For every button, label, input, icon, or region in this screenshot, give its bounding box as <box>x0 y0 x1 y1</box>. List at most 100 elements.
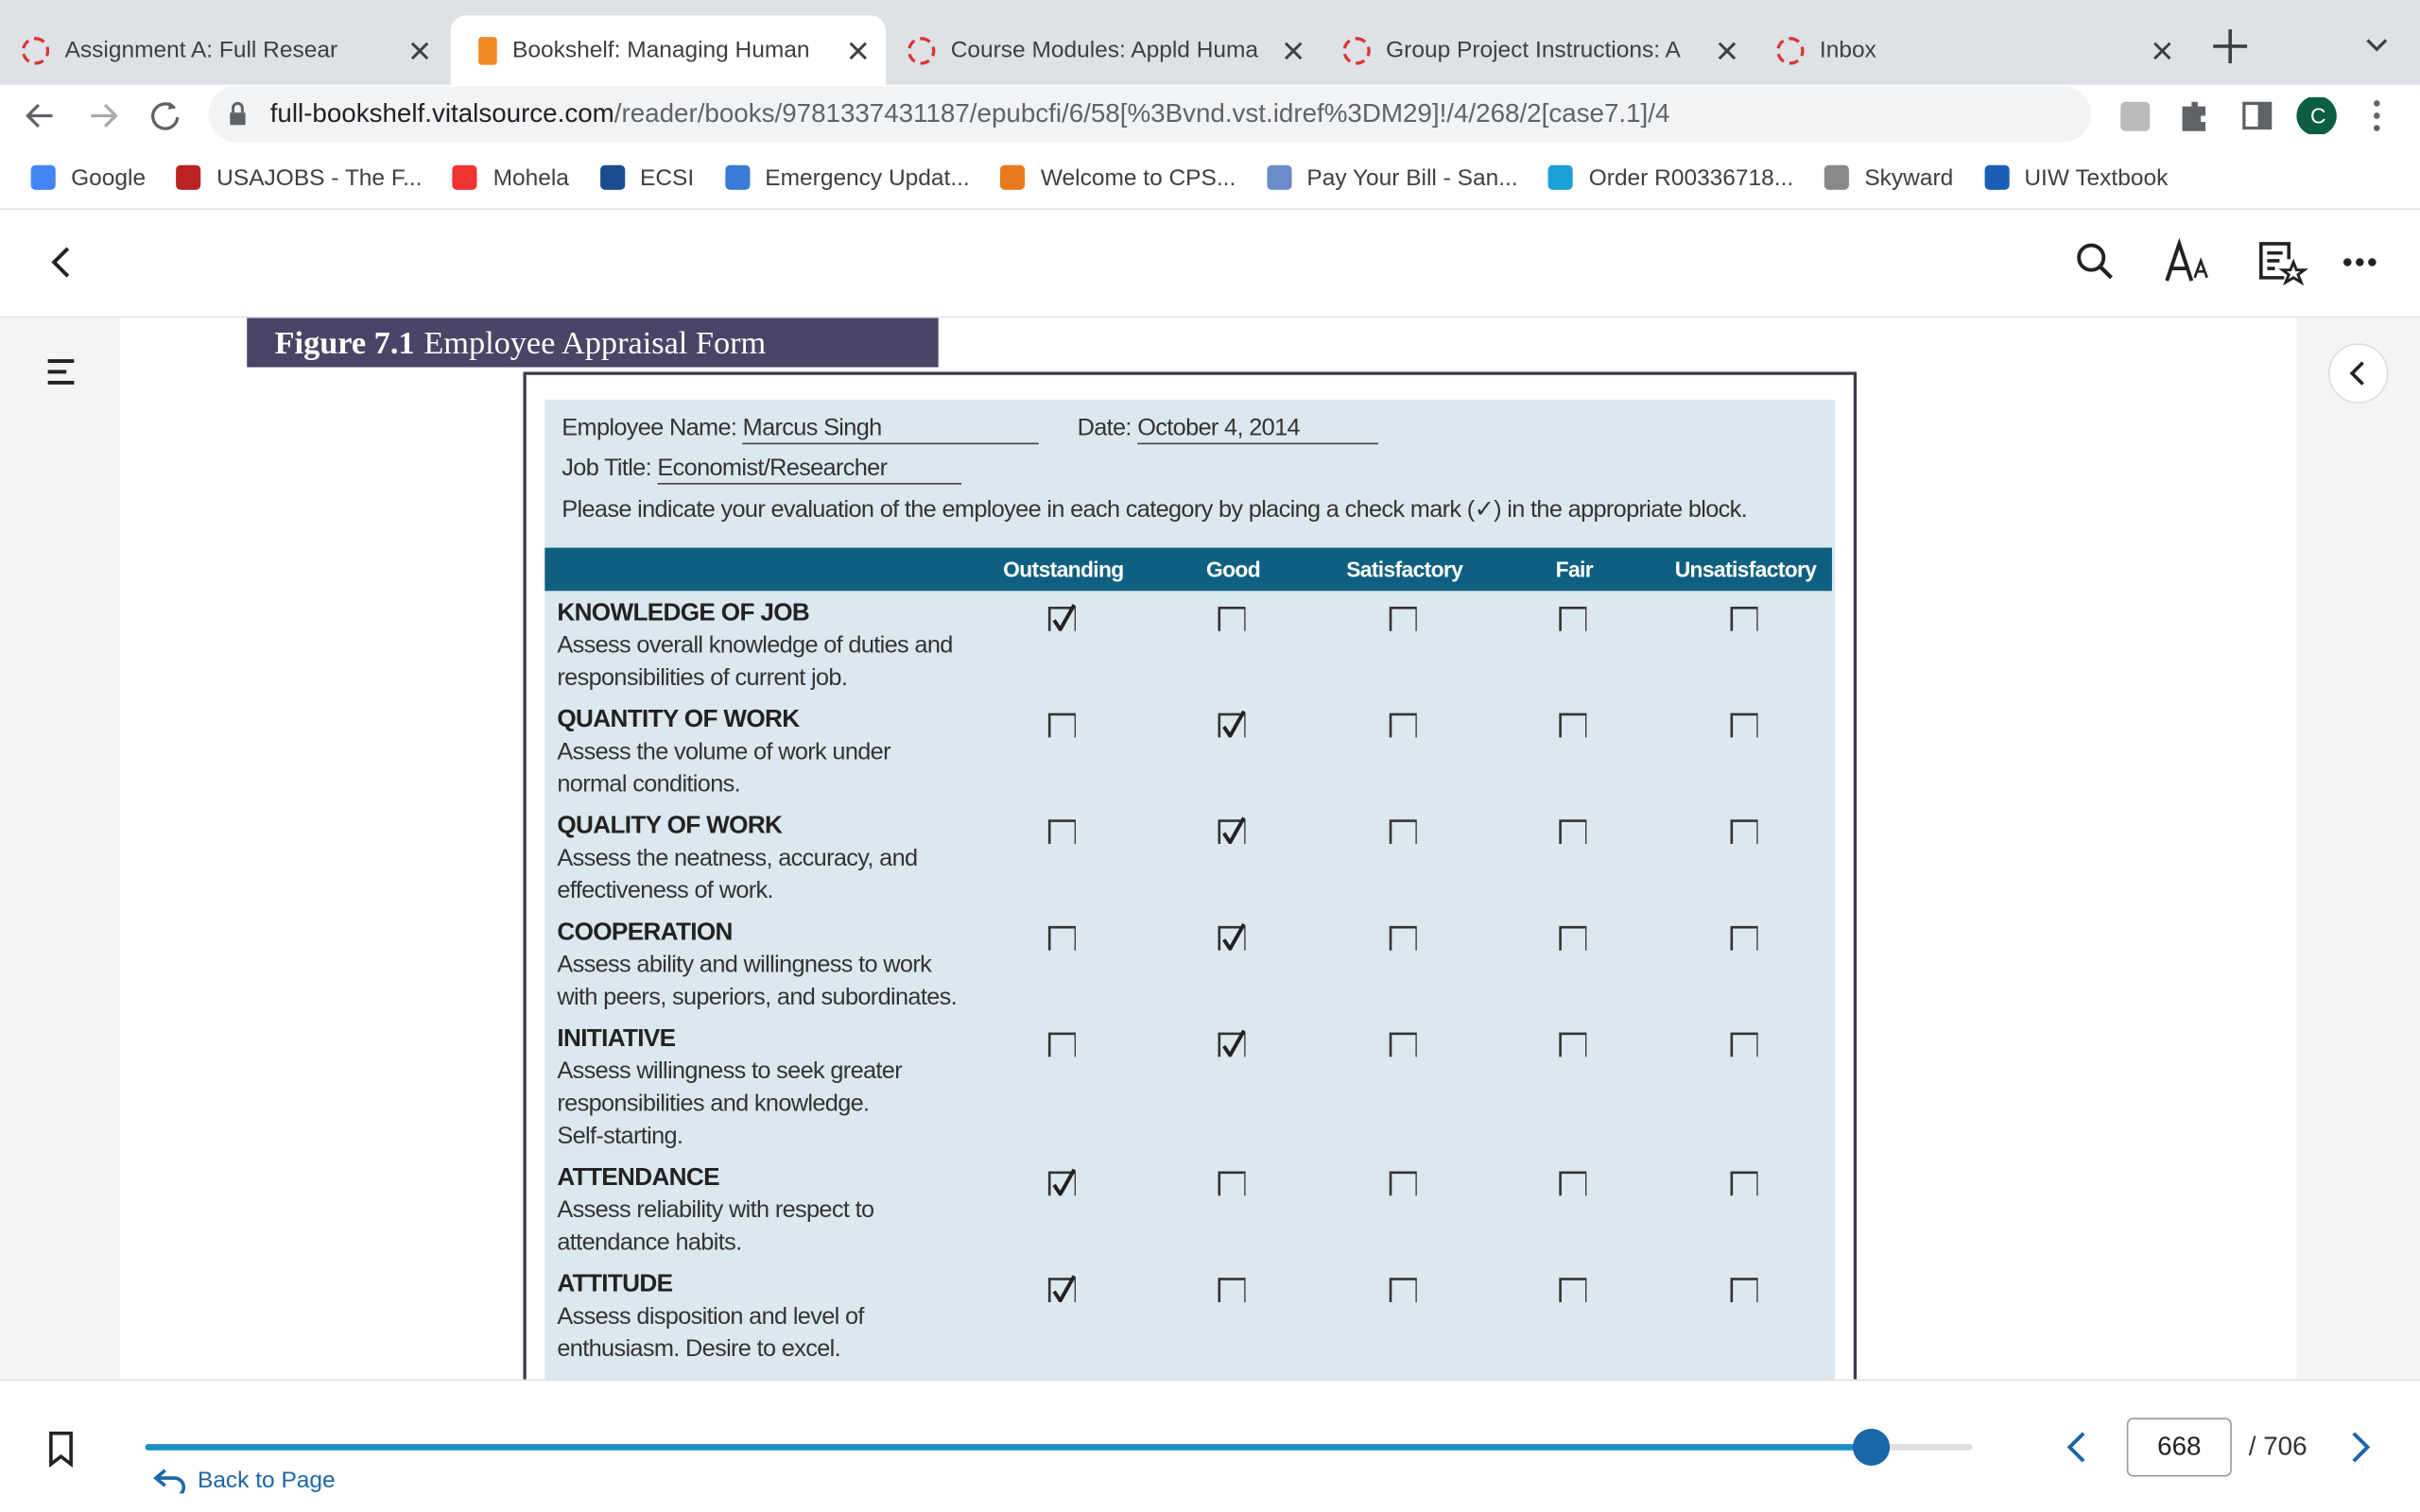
profile-initial: C <box>2309 103 2326 129</box>
checkbox-box <box>1218 713 1246 738</box>
checkbox <box>1218 710 1246 738</box>
checkbox-box <box>1559 819 1587 845</box>
tab[interactable]: Course Modules: Appld Huma <box>886 15 1321 84</box>
bookmark-button[interactable] <box>46 1430 78 1468</box>
checkbox <box>1047 713 1076 738</box>
book-page: Figure 7.1 Employee Appraisal Form Employ… <box>120 318 2297 1380</box>
tab-close[interactable] <box>1284 41 1303 60</box>
checkbox <box>1218 1029 1246 1057</box>
appraisal-row: QUANTITY OF WORK Assess the volume of wor… <box>557 703 1832 800</box>
bookmark-icon <box>453 164 478 190</box>
tab[interactable]: Bookshelf: Managing Human <box>450 15 887 85</box>
checkbox-box <box>1559 1278 1587 1302</box>
checkbox-box <box>1218 1171 1246 1196</box>
bookmark[interactable]: USAJOBS - The F... <box>176 163 423 191</box>
bookmark-icon <box>176 164 201 190</box>
appraisal-row: KNOWLEDGE OF JOB Assess overall knowledge… <box>557 597 1832 695</box>
figure-title: Figure 7.1 Employee Appraisal Form <box>247 318 939 368</box>
criterion-name: INITIATIVE <box>557 1025 676 1053</box>
column-header: Fair <box>1555 557 1594 582</box>
tab-title: Assignment A: Full Resear <box>64 37 338 63</box>
url-bar[interactable]: full-bookshelf.vitalsource.com/reader/bo… <box>208 86 2092 143</box>
new-tab <box>2213 29 2248 63</box>
tab[interactable]: Inbox <box>1754 15 2189 84</box>
page-input[interactable]: 668 <box>2126 1418 2232 1477</box>
tab-icon <box>21 36 50 64</box>
checkbox <box>1218 606 1246 631</box>
bookmark[interactable]: ECSI <box>599 163 695 191</box>
checkbox <box>1730 1032 1758 1057</box>
checkbox-box <box>1559 713 1587 738</box>
check-mark <box>1222 710 1246 738</box>
next-page[interactable] <box>2342 1427 2379 1467</box>
tab-title: Bookshelf: Managing Human <box>512 37 810 63</box>
checkbox <box>1559 819 1587 845</box>
field-value: October 4, 2014 <box>1137 415 1378 445</box>
bookmark-icon <box>1983 164 2010 190</box>
bookmark-label: USAJOBS - The F... <box>216 163 423 191</box>
checkbox <box>1559 1032 1587 1057</box>
bookmark[interactable]: Emergency Updat... <box>724 164 970 191</box>
bookmark[interactable]: UIW Textbook <box>1983 163 2169 191</box>
checkbox <box>1389 1171 1417 1196</box>
checkbox <box>1047 1275 1076 1302</box>
back-to-page[interactable]: Back to Page <box>151 1466 336 1494</box>
bookmark-label: ECSI <box>640 163 695 191</box>
nav-buttons[interactable] <box>22 97 192 134</box>
bookmark[interactable]: Pay Your Bill - San... <box>1266 164 1518 191</box>
criterion-description: Assess the volume of work under <box>557 739 890 765</box>
checkbox-box <box>1047 713 1076 738</box>
close-icon <box>410 41 429 60</box>
checkbox-box <box>1047 606 1076 631</box>
checkbox <box>1389 1278 1417 1302</box>
bookmark-label: UIW Textbook <box>2024 163 2169 191</box>
bookmarks-bar: Google USAJOBS - The F... Mohela ECSI Emerge… <box>0 146 2420 211</box>
tab[interactable]: Group Project Instructions: A <box>1322 15 1755 84</box>
tab-close[interactable] <box>2153 41 2172 60</box>
bookmark[interactable]: Skyward <box>1824 164 1953 191</box>
tab-title: Inbox <box>1819 37 1876 63</box>
checkbox <box>1218 1278 1246 1302</box>
bookmark-label: Skyward <box>1864 163 1954 191</box>
close-icon <box>1284 41 1303 60</box>
tab-close[interactable] <box>1718 41 1737 60</box>
tab-close[interactable] <box>849 41 868 60</box>
back-button[interactable] <box>43 244 80 281</box>
bookmark[interactable]: Welcome to CPS... <box>1000 164 1236 191</box>
field-label: Job Title: <box>562 455 652 482</box>
appraisal-row: ATTITUDE Assess disposition and level of e… <box>557 1268 1832 1366</box>
checkbox-box <box>1559 925 1587 951</box>
bookmark[interactable]: Order R00336718... <box>1548 164 1793 191</box>
checkbox-box <box>1218 819 1246 845</box>
tab[interactable]: Assignment A: Full Resear <box>0 15 447 84</box>
toc-button[interactable] <box>46 358 78 386</box>
checkbox-box <box>1218 1032 1246 1057</box>
tab-title: Course Modules: Appld Huma <box>950 37 1259 63</box>
bookmark-label: Mohela <box>493 163 569 191</box>
checkbox-box <box>1730 925 1758 951</box>
checkbox <box>1047 604 1076 631</box>
criterion-description: Assess the neatness, accuracy, and <box>557 845 918 872</box>
bookmark[interactable]: Mohela <box>453 164 569 191</box>
checkbox-box <box>1047 925 1076 951</box>
bookmark[interactable]: Google <box>30 164 146 191</box>
reader-toolbar <box>0 210 2420 318</box>
panel-toggle[interactable] <box>2325 341 2391 406</box>
url-host: full-bookshelf.vitalsource.com <box>269 98 614 129</box>
checkbox-box <box>1730 606 1758 631</box>
column-header: Good <box>1205 557 1261 582</box>
reader-actions[interactable] <box>2068 234 2393 290</box>
criterion-name: KNOWLEDGE OF JOB <box>557 600 810 627</box>
checkbox-box <box>1389 1032 1417 1057</box>
checkbox-box <box>1730 1171 1758 1196</box>
tab-close[interactable] <box>410 41 429 60</box>
tab-icon <box>1342 36 1371 64</box>
slider-thumb <box>1852 1428 1891 1467</box>
tab-title: Group Project Instructions: A <box>1386 37 1681 63</box>
progress-slider[interactable] <box>139 1424 1991 1470</box>
appraisal-row: COOPERATION Assess ability and willingnes… <box>557 917 1832 1014</box>
prev-page[interactable] <box>2059 1427 2096 1467</box>
bookmark-icon <box>30 164 56 190</box>
